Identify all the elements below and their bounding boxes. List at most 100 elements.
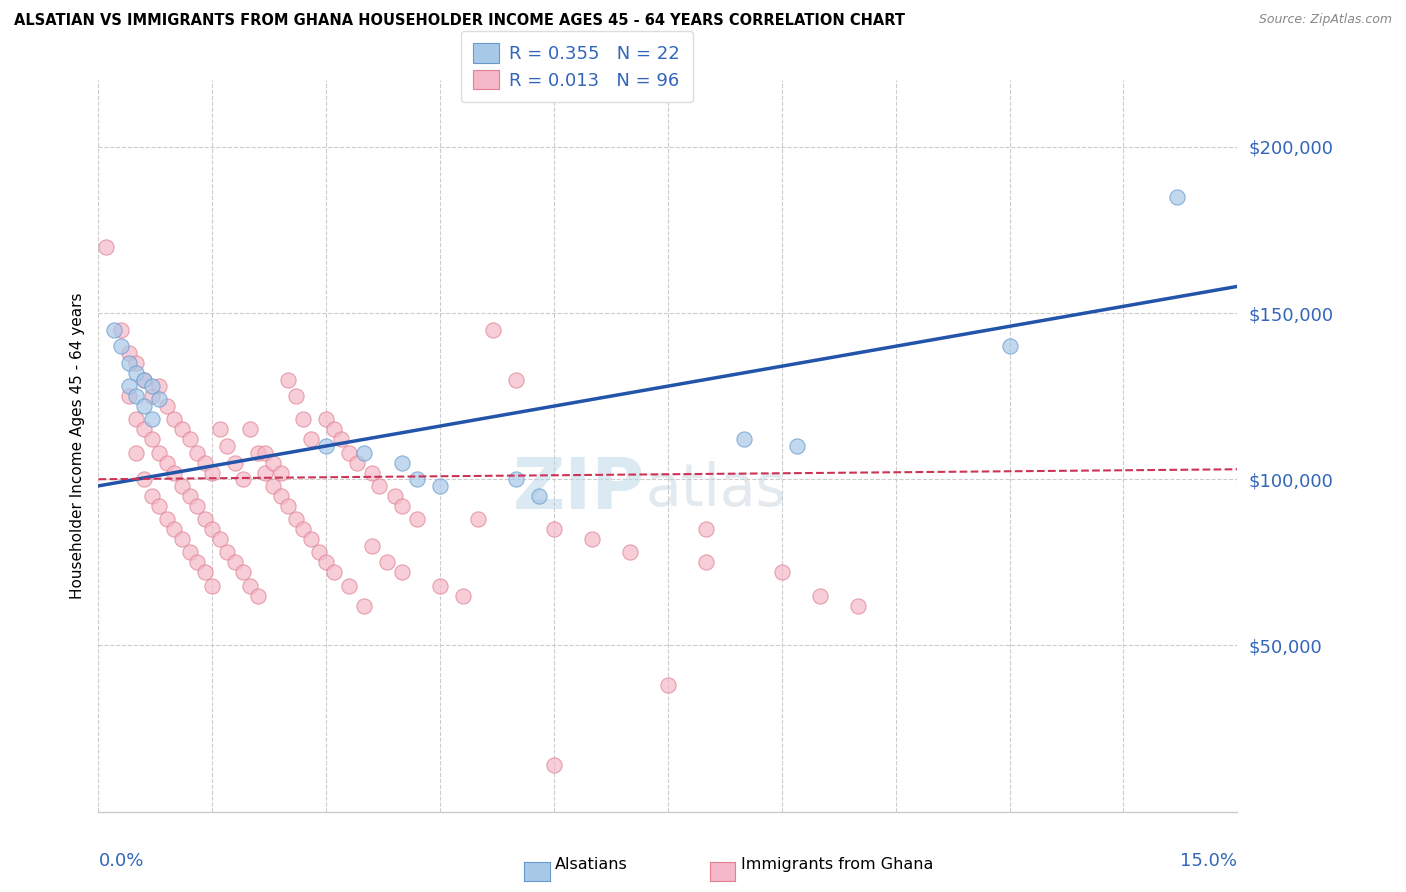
Point xyxy=(299,532,322,546)
Point xyxy=(391,499,413,513)
Point xyxy=(141,433,163,447)
Point xyxy=(170,532,193,546)
Point xyxy=(322,422,344,436)
Point xyxy=(330,433,353,447)
Point xyxy=(262,479,284,493)
Point xyxy=(284,389,307,403)
Point xyxy=(194,512,217,526)
Text: 15.0%: 15.0% xyxy=(1180,852,1237,870)
Point xyxy=(118,356,141,370)
Point xyxy=(132,372,155,386)
Point xyxy=(406,472,429,486)
Point xyxy=(232,472,254,486)
Point xyxy=(239,579,262,593)
Point xyxy=(186,499,208,513)
Point xyxy=(132,422,155,436)
Point xyxy=(201,579,224,593)
Point xyxy=(141,379,163,393)
Point xyxy=(118,379,141,393)
Point xyxy=(270,489,292,503)
Point xyxy=(186,445,208,459)
Legend: R = 0.355   N = 22, R = 0.013   N = 96: R = 0.355 N = 22, R = 0.013 N = 96 xyxy=(461,31,693,103)
Point xyxy=(132,399,155,413)
Point xyxy=(148,499,170,513)
Point xyxy=(201,466,224,480)
Point xyxy=(170,479,193,493)
Point xyxy=(232,566,254,580)
Point xyxy=(262,456,284,470)
Point xyxy=(125,389,148,403)
Point xyxy=(148,392,170,407)
Point xyxy=(353,445,375,459)
Point xyxy=(695,555,717,569)
Point xyxy=(217,545,239,559)
Point xyxy=(808,589,831,603)
Point xyxy=(132,472,155,486)
Point xyxy=(337,579,360,593)
Point xyxy=(163,522,186,536)
Point xyxy=(179,489,201,503)
Point xyxy=(322,566,344,580)
Point xyxy=(786,439,808,453)
Point xyxy=(299,433,322,447)
Point xyxy=(246,589,269,603)
Point xyxy=(148,445,170,459)
Point xyxy=(543,758,565,772)
Point xyxy=(1166,189,1188,203)
Point xyxy=(170,422,193,436)
Point xyxy=(163,412,186,426)
Point xyxy=(141,412,163,426)
Point xyxy=(156,512,179,526)
Point xyxy=(998,339,1021,353)
Point xyxy=(368,479,391,493)
Point xyxy=(217,439,239,453)
Point xyxy=(846,599,869,613)
Point xyxy=(429,579,451,593)
Point xyxy=(239,422,262,436)
Point xyxy=(254,445,277,459)
Point xyxy=(543,522,565,536)
Text: Immigrants from Ghana: Immigrants from Ghana xyxy=(741,857,934,872)
Point xyxy=(375,555,398,569)
Point xyxy=(391,566,413,580)
Point xyxy=(194,566,217,580)
Point xyxy=(110,339,132,353)
Point xyxy=(94,239,117,253)
Point xyxy=(125,412,148,426)
Point xyxy=(695,522,717,536)
Point xyxy=(770,566,793,580)
Point xyxy=(315,439,337,453)
Y-axis label: Householder Income Ages 45 - 64 years: Householder Income Ages 45 - 64 years xyxy=(69,293,84,599)
Point xyxy=(657,678,679,692)
Point xyxy=(125,445,148,459)
Point xyxy=(224,456,246,470)
Point xyxy=(391,456,413,470)
Point xyxy=(163,466,186,480)
Point xyxy=(254,466,277,480)
Point xyxy=(505,372,527,386)
Point xyxy=(208,422,231,436)
Point xyxy=(353,599,375,613)
Point xyxy=(179,545,201,559)
Point xyxy=(156,399,179,413)
Text: ALSATIAN VS IMMIGRANTS FROM GHANA HOUSEHOLDER INCOME AGES 45 - 64 YEARS CORRELAT: ALSATIAN VS IMMIGRANTS FROM GHANA HOUSEH… xyxy=(14,13,905,29)
Point xyxy=(360,539,382,553)
Text: 0.0%: 0.0% xyxy=(98,852,143,870)
Point xyxy=(346,456,368,470)
Point xyxy=(277,372,299,386)
Point xyxy=(292,412,315,426)
Point xyxy=(451,589,474,603)
Point xyxy=(619,545,641,559)
Point xyxy=(270,466,292,480)
Point xyxy=(527,489,550,503)
Point xyxy=(467,512,489,526)
Text: atlas: atlas xyxy=(645,461,786,518)
Point xyxy=(194,456,217,470)
Point xyxy=(132,372,155,386)
Point xyxy=(224,555,246,569)
Point xyxy=(505,472,527,486)
Point xyxy=(429,479,451,493)
Point xyxy=(292,522,315,536)
Point xyxy=(406,512,429,526)
Point xyxy=(337,445,360,459)
